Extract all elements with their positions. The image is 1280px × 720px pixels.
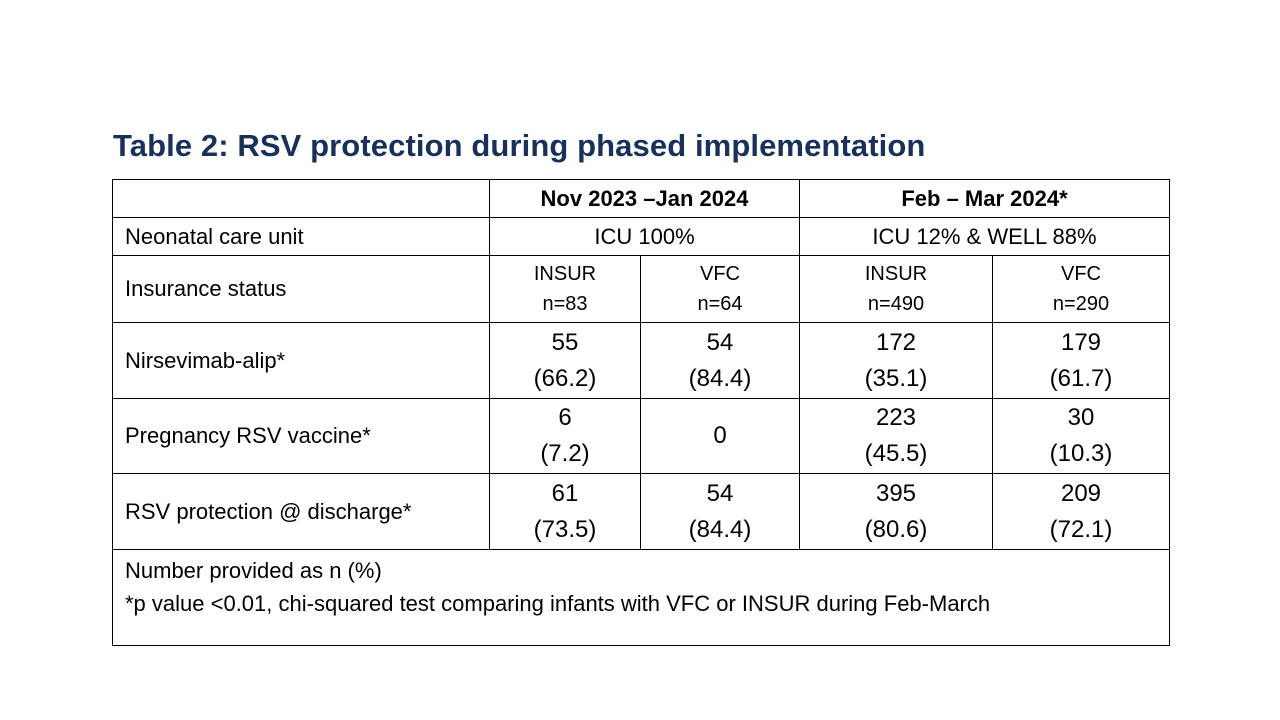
cell-count: 179 [1060,328,1102,356]
data-cell: 395 (80.6) [799,473,993,550]
cell-percent: (45.5) [864,440,928,467]
cell-count: 54 [706,328,734,356]
care-unit-value-feb-mar: ICU 12% & WELL 88% [799,217,1170,256]
group-count: n=83 [542,293,588,315]
data-cell: 172 (35.1) [799,322,993,399]
period-header-feb-mar: Feb – Mar 2024* [799,179,1170,218]
insurance-row: Insurance status INSUR n=83 VFC n=64 INS… [112,255,1170,323]
group-name: INSUR [533,263,597,285]
care-unit-row: Neonatal care unit ICU 100% ICU 12% & WE… [112,217,1170,256]
care-unit-value-nov-jan: ICU 100% [489,217,800,256]
data-cell: 0 [640,398,800,474]
cell-percent: (80.6) [864,515,928,543]
row-label: Pregnancy RSV vaccine* [112,398,490,474]
insurance-label: Insurance status [112,255,490,323]
cell-count: 395 [875,479,917,507]
row-label: Nirsevimab-alip* [112,322,490,399]
insurance-group-cell: VFC n=64 [640,255,800,323]
cell-percent: (61.7) [1049,364,1113,392]
insurance-group-cell: VFC n=290 [992,255,1170,323]
cell-percent: (7.2) [540,440,590,467]
group-name: VFC [1061,263,1101,285]
data-cell: 55 (66.2) [489,322,641,399]
period-header-nov-jan: Nov 2023 –Jan 2024 [489,179,800,218]
cell-count: 30 [1067,404,1095,431]
footnote-cell: Number provided as n (%) *p value <0.01,… [112,549,1170,646]
data-cell: 30 (10.3) [992,398,1170,474]
row-label: RSV protection @ discharge* [112,473,490,550]
group-count: n=490 [867,293,925,315]
cell-count: 209 [1060,479,1102,507]
cell-percent: (66.2) [533,364,597,392]
data-cell: 54 (84.4) [640,322,800,399]
data-cell: 209 (72.1) [992,473,1170,550]
table-title: Table 2: RSV protection during phased im… [113,128,926,163]
cell-percent: (35.1) [864,364,928,392]
group-name: VFC [700,263,740,285]
cell-count: 223 [875,404,917,431]
cell-count: 61 [551,479,579,507]
footnote-number-format: Number provided as n (%) [125,558,382,583]
data-cell: 54 (84.4) [640,473,800,550]
insurance-group-cell: INSUR n=83 [489,255,641,323]
cell-percent: (10.3) [1049,440,1113,467]
cell-percent: (84.4) [688,364,752,392]
cell-percent: (72.1) [1049,515,1113,543]
footnote-row: Number provided as n (%) *p value <0.01,… [112,549,1170,646]
cell-count: 55 [551,328,579,356]
footnote-p-value: *p value <0.01, chi-squared test compari… [125,591,991,616]
data-cell: 61 (73.5) [489,473,641,550]
table-row: Pregnancy RSV vaccine* 6 (7.2) 0 223 (45… [112,398,1170,474]
period-header-row: Nov 2023 –Jan 2024 Feb – Mar 2024* [112,179,1170,218]
cell-count: 172 [875,328,917,356]
data-cell: 179 (61.7) [992,322,1170,399]
cell-count: 0 [713,422,727,449]
empty-corner-cell [112,179,490,218]
table-row: RSV protection @ discharge* 61 (73.5) 54… [112,473,1170,550]
data-cell: 6 (7.2) [489,398,641,474]
care-unit-label: Neonatal care unit [112,217,490,256]
cell-count: 6 [558,404,572,431]
data-cell: 223 (45.5) [799,398,993,474]
group-name: INSUR [864,263,928,285]
cell-percent: (84.4) [688,515,752,543]
rsv-protection-table: Nov 2023 –Jan 2024 Feb – Mar 2024* Neona… [112,179,1170,646]
cell-percent: (73.5) [533,515,597,543]
group-count: n=64 [697,293,743,315]
cell-count: 54 [706,479,734,507]
insurance-group-cell: INSUR n=490 [799,255,993,323]
table-row: Nirsevimab-alip* 55 (66.2) 54 (84.4) 172… [112,322,1170,399]
group-count: n=290 [1052,293,1110,315]
